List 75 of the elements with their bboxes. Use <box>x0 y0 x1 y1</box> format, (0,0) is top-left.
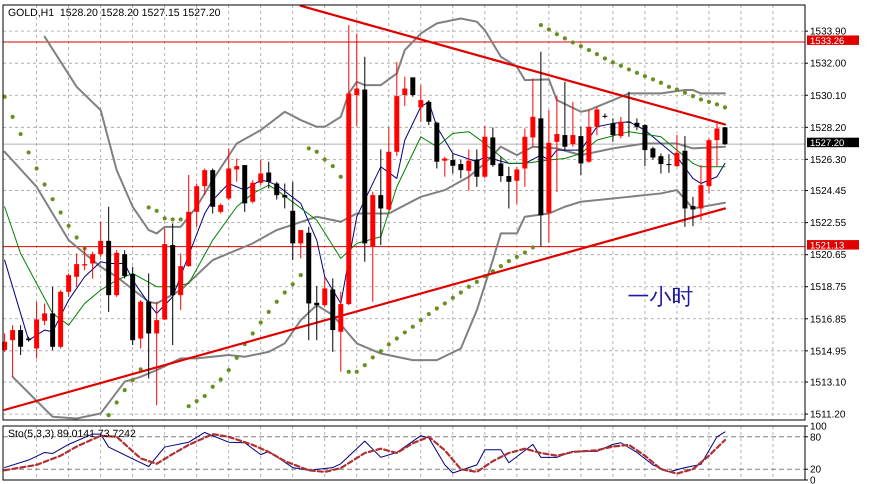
candlestick <box>498 156 504 182</box>
candlestick <box>666 154 672 174</box>
y-tick-label: 1511.20 <box>810 410 846 421</box>
candlestick <box>258 159 264 186</box>
chart-title: GOLD,H1 1528.20 1528.20 1527.15 1527.20 <box>8 7 221 19</box>
candlestick <box>274 181 280 200</box>
candlestick <box>266 161 272 189</box>
candlestick <box>234 158 240 182</box>
candlestick <box>450 152 456 174</box>
y-tick-label: 1518.75 <box>810 282 847 294</box>
candlestick <box>378 148 384 246</box>
y-tick-label: 1524.45 <box>810 186 847 198</box>
ref-line-label: 1533.26 <box>810 36 844 47</box>
y-tick-label: 1522.55 <box>810 218 847 230</box>
candlestick <box>98 221 104 258</box>
y-tick-label: 1514.95 <box>810 346 847 358</box>
candlestick <box>562 81 568 152</box>
candlestick <box>714 121 720 167</box>
y-tick-label: 1532.00 <box>810 58 847 70</box>
candlestick <box>514 166 520 205</box>
candlestick <box>298 230 304 259</box>
candlestick <box>458 160 464 179</box>
candlestick <box>474 148 480 188</box>
candlestick <box>690 196 696 227</box>
candlestick <box>90 251 96 279</box>
candlestick <box>354 33 360 127</box>
candlestick <box>530 78 536 148</box>
line-series <box>4 101 726 341</box>
candlestick <box>674 134 680 168</box>
line-series <box>4 131 726 326</box>
candlestick <box>506 166 512 209</box>
y-tick-label: 1526.30 <box>810 154 847 166</box>
candlestick <box>554 96 560 192</box>
line-series <box>44 17 726 234</box>
candlestick <box>650 146 656 160</box>
candlestick <box>610 118 616 142</box>
candlestick <box>618 116 624 139</box>
y-tick-label: 0 <box>810 476 816 484</box>
candlestick <box>282 182 288 209</box>
candlestick <box>10 324 16 378</box>
candlestick <box>634 118 640 131</box>
candlestick <box>466 148 472 192</box>
y-tick-label: 1530.10 <box>810 90 847 102</box>
ref-line-label: 1521.13 <box>810 240 844 252</box>
candlestick <box>218 202 224 214</box>
y-tick-label: 1520.65 <box>810 250 847 262</box>
ref-line-label: 1527.20 <box>810 138 844 150</box>
candlestick <box>122 250 128 279</box>
candlestick <box>402 76 408 107</box>
candlestick <box>442 156 448 178</box>
candlestick <box>66 272 72 298</box>
candlestick <box>426 100 432 126</box>
candlestick <box>74 252 80 288</box>
candlestick <box>250 180 256 204</box>
annotation: 一小时 <box>628 284 694 310</box>
candlestick <box>18 324 24 356</box>
y-tick-label: 100 <box>810 422 828 432</box>
y-tick-label: 1533.90 <box>810 26 847 38</box>
y-tick-label: 1528.20 <box>810 122 847 134</box>
candlestick <box>410 76 416 98</box>
candlestick <box>594 106 600 136</box>
candlestick <box>722 126 728 146</box>
candlestick <box>418 84 424 122</box>
candlestick <box>202 168 208 196</box>
candlestick <box>698 164 704 221</box>
y-tick-label: 1516.85 <box>810 314 847 326</box>
chart-title: Sto(5,3,3) 89.0141 73.7242 <box>8 428 136 440</box>
y-tick-label: 80 <box>810 432 822 444</box>
y-tick-label: 1513.10 <box>810 378 847 389</box>
candlestick <box>658 152 664 174</box>
candlestick <box>154 301 160 406</box>
candlestick <box>626 91 632 138</box>
candlestick <box>42 302 48 326</box>
candlestick <box>570 101 576 148</box>
y-tick-label: 20 <box>810 464 822 476</box>
